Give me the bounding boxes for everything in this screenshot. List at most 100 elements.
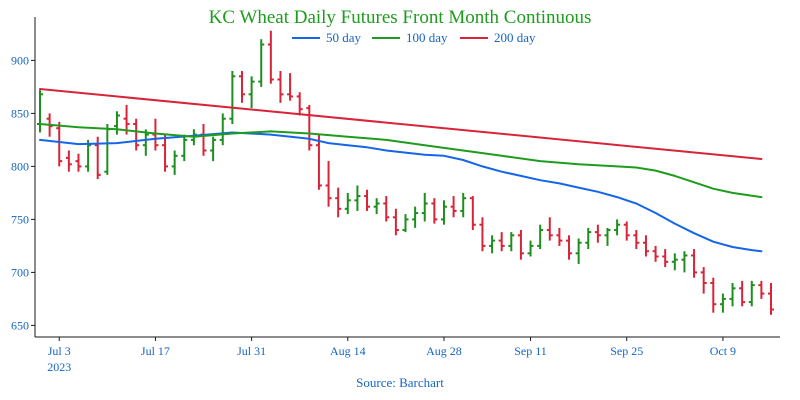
ma-line-200-day bbox=[39, 88, 763, 160]
ohlc-bar bbox=[373, 198, 380, 215]
ohlc-bar bbox=[171, 150, 178, 175]
ohlc-bar bbox=[768, 283, 774, 315]
ohlc-bar bbox=[527, 240, 534, 257]
ohlc-bar bbox=[662, 249, 669, 268]
ohlc-bar bbox=[238, 71, 245, 103]
legend-item-100-day: 100 day bbox=[372, 30, 448, 45]
ohlc-bar bbox=[623, 221, 630, 241]
legend-label-50-day: 50 day bbox=[326, 30, 362, 45]
source-label: Source: Barchart bbox=[356, 375, 444, 390]
ohlc-bar bbox=[85, 139, 92, 172]
y-axis-ticks: 650 700 750 800 850 900 bbox=[11, 53, 35, 332]
ohlc-bar bbox=[296, 92, 303, 116]
ohlc-bar bbox=[546, 217, 553, 241]
ohlc-bar bbox=[594, 224, 601, 243]
ohlc-bar bbox=[104, 124, 111, 175]
ohlc-bar bbox=[575, 238, 582, 264]
ohlc-bar bbox=[633, 230, 640, 250]
ohlc-bar bbox=[181, 134, 188, 162]
ohlc-bar bbox=[671, 253, 678, 271]
ohlc-bar bbox=[431, 198, 438, 224]
legend-label-200-day: 200 day bbox=[494, 30, 536, 45]
ohlc-bar bbox=[566, 235, 573, 260]
ohlc-bar bbox=[450, 196, 457, 218]
chart-title: KC Wheat Daily Futures Front Month Conti… bbox=[209, 7, 592, 28]
ma-line-50-day bbox=[39, 131, 763, 253]
ohlc-bar bbox=[479, 217, 486, 252]
ohlc-bar bbox=[758, 280, 765, 299]
ohlc-bar bbox=[392, 208, 399, 236]
x-tick-label: Sep 11 bbox=[514, 344, 547, 358]
ohlc-bar bbox=[113, 111, 120, 135]
ohlc-bar bbox=[152, 118, 159, 151]
ohlc-bar bbox=[65, 150, 72, 172]
x-tick-label: Aug 14 bbox=[330, 344, 366, 358]
legend: 50 day 100 day 200 day bbox=[292, 30, 536, 45]
ohlc-bar bbox=[691, 249, 698, 278]
ohlc-bar bbox=[267, 30, 274, 84]
ohlc-bar bbox=[200, 124, 207, 156]
ohlc-bar bbox=[402, 214, 409, 233]
legend-item-50-day: 50 day bbox=[292, 30, 362, 45]
x-tick-label: Jul 17 bbox=[141, 344, 170, 358]
ohlc-bar bbox=[739, 280, 746, 307]
ohlc-bar bbox=[344, 192, 351, 215]
y-tick-label: 900 bbox=[11, 53, 29, 67]
ohlc-bar bbox=[729, 283, 736, 307]
ohlc-bar bbox=[508, 232, 515, 252]
ohlc-bar bbox=[604, 227, 611, 246]
ohlc-bar bbox=[383, 196, 390, 222]
ohlc-bar bbox=[258, 39, 265, 87]
ohlc-bar bbox=[315, 134, 322, 190]
ohlc-bar bbox=[652, 245, 659, 262]
ohlc-bar bbox=[306, 104, 313, 151]
legend-label-100-day: 100 day bbox=[406, 30, 448, 45]
x-tick-label: Sep 25 bbox=[610, 344, 643, 358]
ohlc-bar bbox=[498, 232, 505, 252]
ohlc-bar bbox=[277, 71, 284, 103]
x-tick-label: Jul 3 bbox=[48, 344, 71, 358]
x-tick-label: Aug 28 bbox=[426, 344, 462, 358]
ohlc-bar bbox=[489, 235, 496, 254]
ohlc-bar bbox=[412, 206, 419, 228]
ohlc-bar bbox=[162, 134, 169, 172]
ohlc-bar bbox=[440, 200, 447, 225]
ohlc-bar bbox=[219, 113, 226, 146]
ohlc-bar bbox=[364, 189, 371, 211]
ohlc-bar bbox=[421, 192, 428, 222]
ohlc-bar bbox=[556, 227, 563, 246]
x-tick-label: Jul 31 bbox=[237, 344, 266, 358]
legend-item-200-day: 200 day bbox=[460, 30, 536, 45]
ohlc-bar bbox=[210, 136, 217, 162]
ohlc-bar bbox=[335, 187, 342, 218]
ohlc-bar bbox=[133, 118, 140, 151]
ohlc-bar bbox=[681, 251, 688, 273]
ohlc-bar bbox=[287, 73, 294, 101]
ohlc-bar bbox=[537, 224, 544, 250]
ohlc-bar bbox=[325, 161, 332, 207]
ohlc-bar bbox=[248, 76, 255, 109]
moving-average-lines bbox=[39, 88, 763, 253]
price-bars bbox=[37, 30, 774, 315]
y-tick-label: 850 bbox=[11, 106, 29, 120]
ohlc-bar bbox=[56, 121, 63, 167]
y-tick-label: 800 bbox=[11, 159, 29, 173]
x-tick-label: Oct 9 bbox=[710, 344, 736, 358]
y-tick-label: 750 bbox=[11, 212, 29, 226]
ohlc-bar bbox=[700, 267, 707, 294]
ohlc-bar bbox=[719, 293, 726, 313]
ma-line-100-day bbox=[39, 123, 763, 199]
ohlc-bar bbox=[460, 192, 467, 218]
ohlc-bar bbox=[585, 227, 592, 250]
ohlc-bar bbox=[748, 280, 755, 307]
y-tick-label: 650 bbox=[11, 318, 29, 332]
y-tick-label: 700 bbox=[11, 265, 29, 279]
ohlc-bar bbox=[614, 219, 621, 236]
ohlc-bar bbox=[469, 196, 476, 230]
ohlc-bar bbox=[142, 129, 149, 156]
x-tick-year-label: 2023 bbox=[47, 360, 71, 374]
ohlc-bar bbox=[229, 71, 236, 124]
x-axis-ticks: Jul 3 2023 Jul 17 Jul 31 Aug 14 Aug 28 Sep 11 S… bbox=[47, 337, 736, 374]
ohlc-bar bbox=[354, 185, 361, 211]
